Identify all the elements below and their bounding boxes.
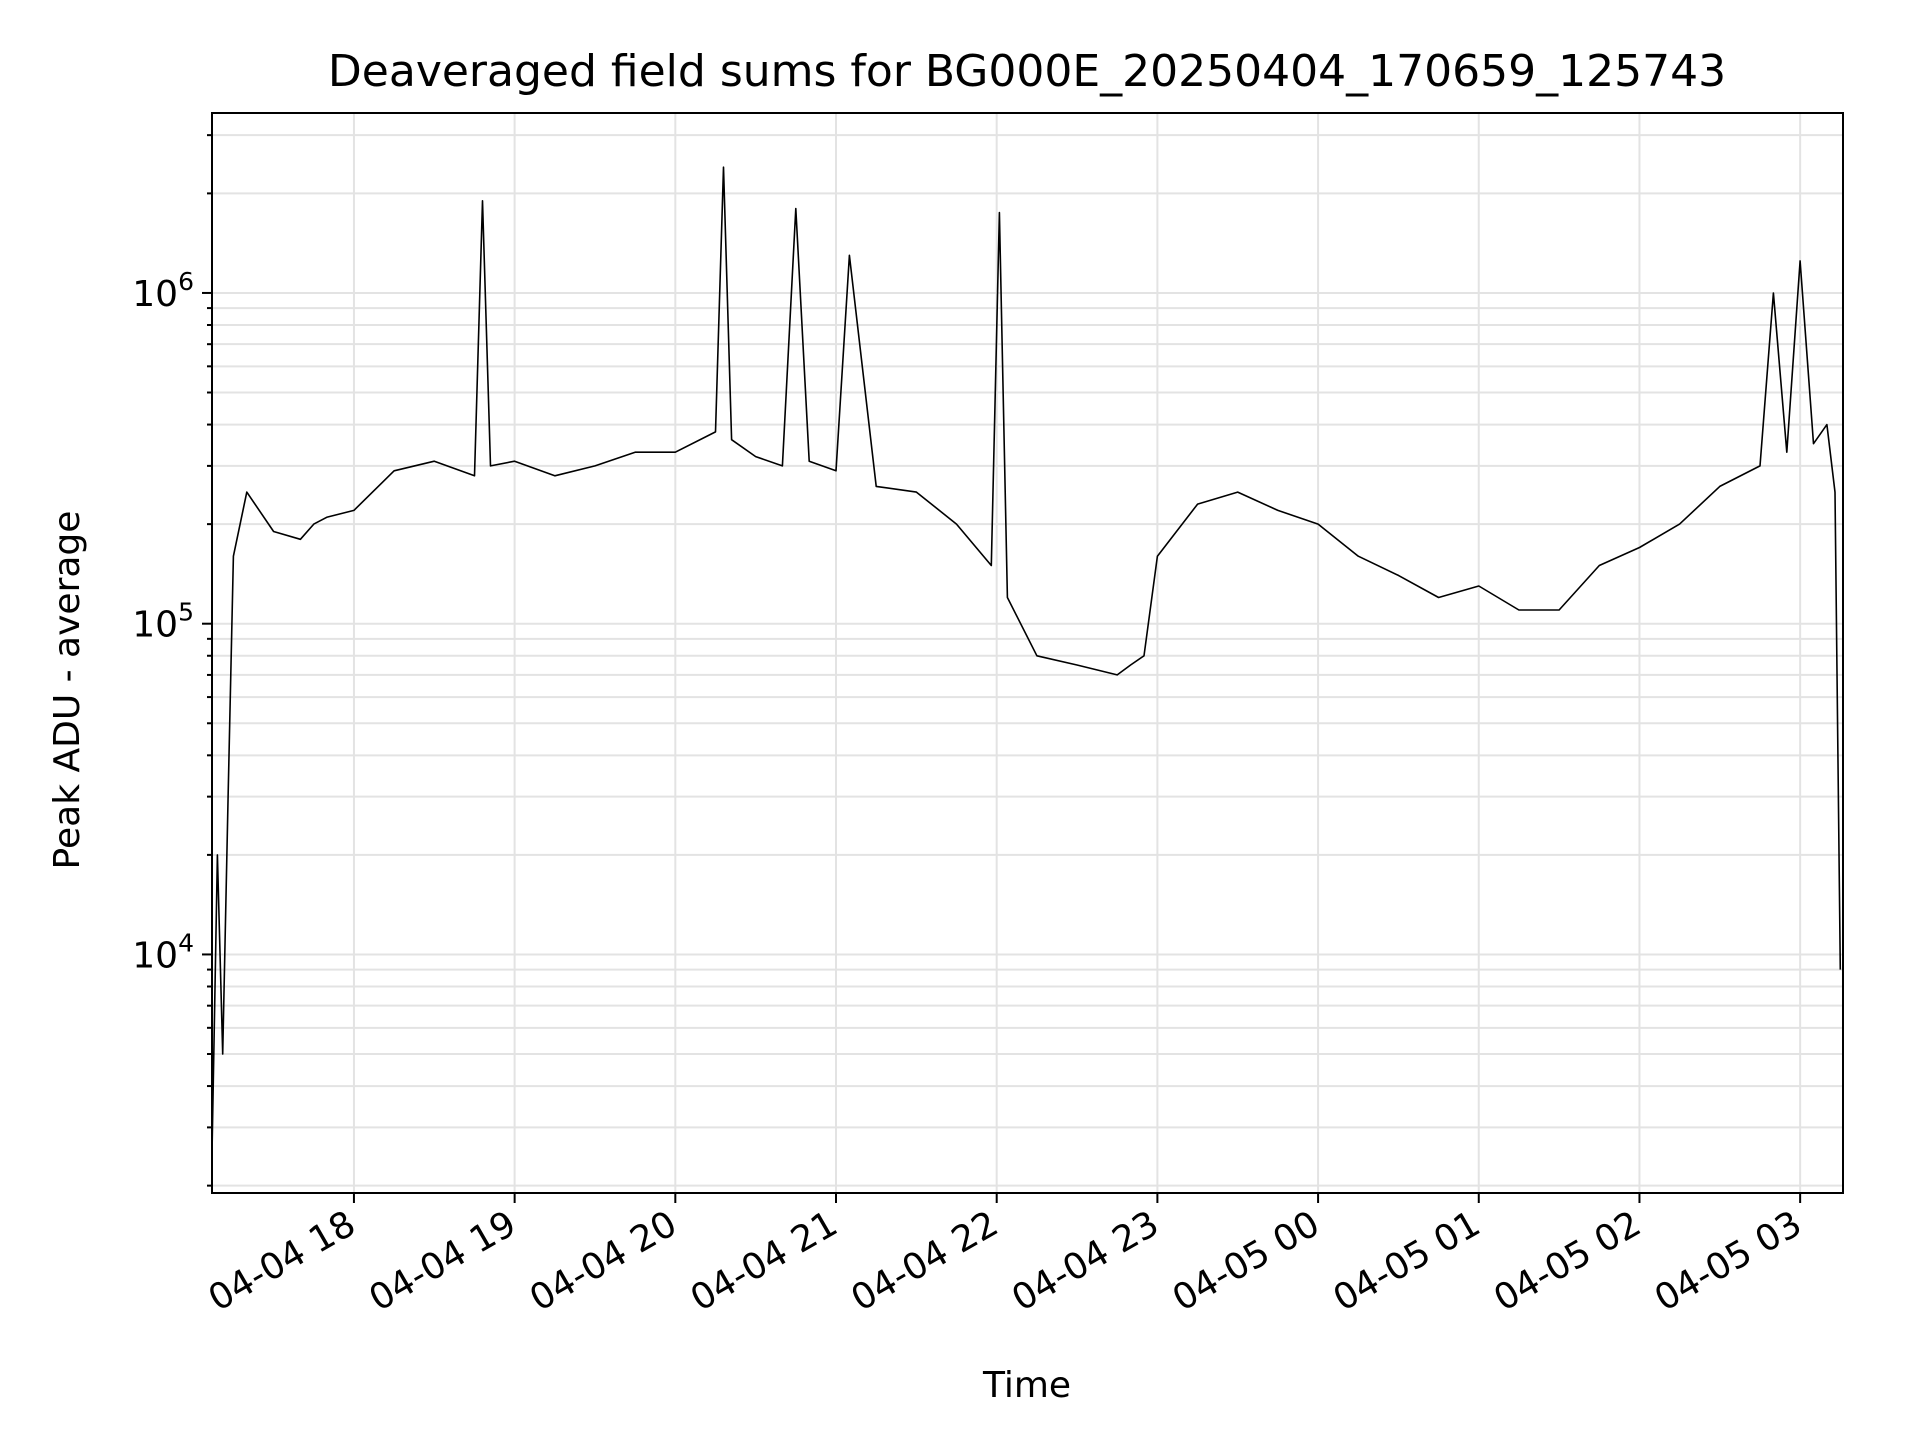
y-tick-label: 104 [132, 928, 194, 976]
y-axis-label: Peak ADU - average [47, 511, 88, 870]
y-tick-label: 106 [132, 267, 194, 315]
x-axis-label: Time [982, 1365, 1071, 1406]
plot-frame [211, 112, 1844, 1194]
chart-title: Deaveraged field sums for BG000E_2025040… [328, 46, 1726, 97]
series-line [211, 166, 1842, 1154]
y-axis: 104 105 106 [132, 134, 212, 1187]
grid [212, 113, 1843, 1193]
data-layer [211, 166, 1842, 1154]
y-tick-label: 105 [132, 598, 194, 646]
